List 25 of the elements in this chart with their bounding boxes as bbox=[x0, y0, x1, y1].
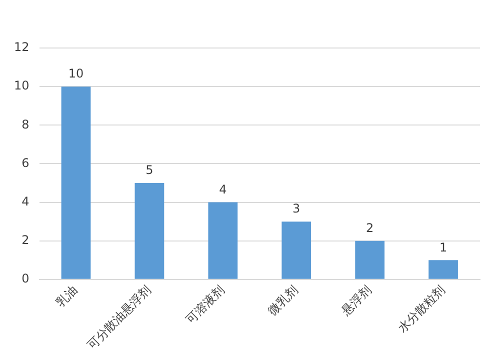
y-tick-label: 6 bbox=[22, 156, 30, 170]
data-label: 4 bbox=[219, 182, 227, 196]
y-tick-label: 2 bbox=[22, 232, 30, 247]
y-tick-label: 12 bbox=[14, 40, 30, 54]
y-tick-label: 0 bbox=[22, 272, 30, 286]
data-label: 1 bbox=[439, 240, 448, 254]
x-tick-label: 可溶液剂 bbox=[183, 282, 228, 327]
y-tick-label: 10 bbox=[14, 78, 30, 93]
bar bbox=[61, 86, 91, 279]
data-label: 2 bbox=[366, 220, 374, 235]
data-label: 10 bbox=[68, 66, 84, 81]
y-tick-label: 4 bbox=[22, 194, 30, 208]
bar bbox=[134, 182, 164, 279]
x-tick-label: 水分散粒剂 bbox=[395, 282, 448, 336]
bar bbox=[355, 240, 385, 279]
data-label: 5 bbox=[146, 163, 154, 178]
y-tick-label: 8 bbox=[22, 117, 30, 132]
x-tick-label: 微乳剂 bbox=[265, 282, 301, 318]
bar bbox=[282, 222, 312, 279]
bar bbox=[428, 260, 458, 279]
bar bbox=[208, 202, 238, 279]
x-tick-label: 悬浮剂 bbox=[338, 282, 374, 320]
x-tick-label: 可分散油悬浮剂 bbox=[84, 282, 154, 352]
x-tick-label: 乳油 bbox=[53, 282, 80, 310]
data-label: 3 bbox=[292, 202, 300, 216]
